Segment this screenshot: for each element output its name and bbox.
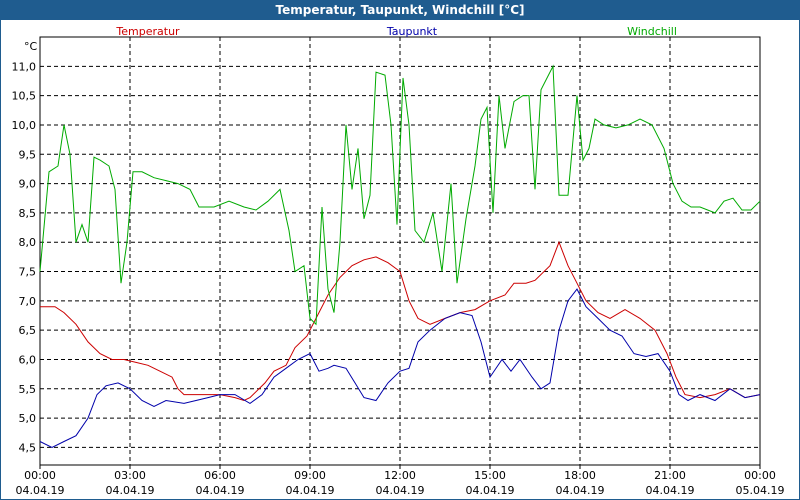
y-tick-label: 7,0 xyxy=(19,295,37,308)
x-axis-ticks: 00:00 04.04.19 03:00 04.04.19 06:00 04.04.19 0… xyxy=(16,465,785,497)
x-tick-date-label: 04.04.19 xyxy=(646,484,695,497)
y-tick-label: 9,0 xyxy=(19,178,37,191)
series-line-temperatur xyxy=(40,240,761,402)
x-tick-date-label: 04.04.19 xyxy=(16,484,65,497)
x-tick-date-label: 05.04.19 xyxy=(736,484,785,497)
y-tick-label: 10,0 xyxy=(12,119,37,132)
y-tick-label: 4,5 xyxy=(19,441,37,454)
x-tick-time-label: 09:00 xyxy=(294,469,326,482)
x-tick-date-label: 04.04.19 xyxy=(196,484,245,497)
x-tick-time-label: 15:00 xyxy=(474,469,506,482)
legend-entry-temperatur: Temperatur xyxy=(115,25,180,38)
y-tick-label: 6,0 xyxy=(19,353,37,366)
x-tick-time-label: 21:00 xyxy=(654,469,686,482)
y-tick-label: 11,0 xyxy=(12,60,37,73)
x-tick-time-label: 00:00 xyxy=(744,469,776,482)
x-tick-date-label: 04.04.19 xyxy=(556,484,605,497)
y-tick-label: 5,5 xyxy=(19,383,37,396)
legend: Temperatur Taupunkt Windchill xyxy=(115,25,677,38)
y-tick-label: 5,0 xyxy=(19,412,37,425)
y-tick-label: 8,0 xyxy=(19,236,37,249)
x-tick-time-label: 18:00 xyxy=(564,469,596,482)
y-axis-ticks: 4,5 5,0 5,5 6,0 6,5 7,0 7,5 8,0 8,5 9,0 9,5 10,0 10,… xyxy=(12,60,37,454)
x-tick-date-label: 04.04.19 xyxy=(466,484,515,497)
series-line-taupunkt xyxy=(39,288,761,448)
y-tick-label: 9,5 xyxy=(19,148,37,161)
y-tick-label: 10,5 xyxy=(12,90,37,103)
x-tick-date-label: 04.04.19 xyxy=(106,484,155,497)
series-line-windchill xyxy=(39,64,761,326)
chart-title: Temperatur, Taupunkt, Windchill [°C] xyxy=(1,1,799,20)
y-axis-label: °C xyxy=(24,40,38,53)
legend-entry-windchill: Windchill xyxy=(627,25,677,38)
legend-entry-taupunkt: Taupunkt xyxy=(386,25,438,38)
y-tick-label: 8,5 xyxy=(19,207,37,220)
x-tick-date-label: 04.04.19 xyxy=(286,484,335,497)
x-tick-date-label: 04.04.19 xyxy=(376,484,425,497)
series-lines xyxy=(39,64,761,448)
x-tick-time-label: 06:00 xyxy=(204,469,236,482)
x-tick-time-label: 03:00 xyxy=(114,469,146,482)
x-tick-time-label: 00:00 xyxy=(24,469,56,482)
y-tick-label: 7,5 xyxy=(19,266,37,279)
y-tick-label: 6,5 xyxy=(19,324,37,337)
x-tick-time-label: 12:00 xyxy=(384,469,416,482)
